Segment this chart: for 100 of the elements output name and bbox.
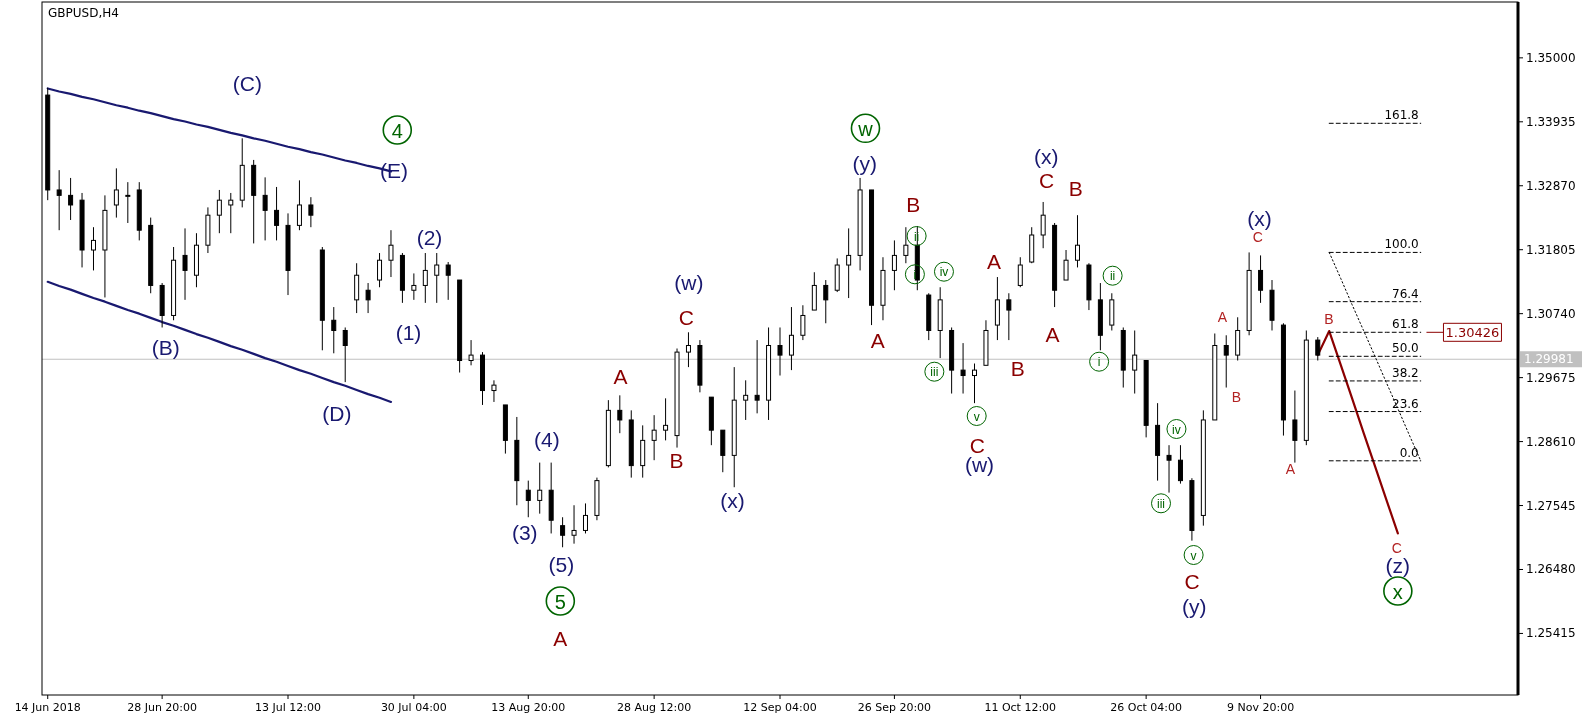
candlestick xyxy=(743,379,749,421)
candlestick xyxy=(1006,292,1012,341)
series-label: 161.8 xyxy=(1384,108,1419,123)
annotation: (x) xyxy=(720,488,745,512)
x-tick-label: 12 Sep 04:00 xyxy=(743,701,817,714)
y-tick-label: 1.28610 xyxy=(1526,434,1576,449)
annotation: 1.30426 xyxy=(1445,324,1500,340)
candlestick xyxy=(445,261,451,301)
candlestick xyxy=(537,462,543,515)
y-tick-label: 1.35000 xyxy=(1526,50,1576,65)
series-label: 0.0 xyxy=(1399,445,1419,460)
x-tick-label: 11 Oct 12:00 xyxy=(984,701,1057,714)
series-label: 23.6 xyxy=(1392,396,1419,411)
candlestick xyxy=(560,516,566,548)
candlestick xyxy=(788,306,794,371)
candlestick xyxy=(1258,254,1264,304)
annotation: (y) xyxy=(852,151,878,175)
line-series xyxy=(46,280,393,404)
x-tick-label: 28 Aug 12:00 xyxy=(617,701,692,714)
candlestick xyxy=(1177,444,1183,485)
candlestick xyxy=(216,189,222,234)
candlestick xyxy=(274,186,280,241)
annotation: ii xyxy=(913,229,920,244)
y-tick-label: 1.32870 xyxy=(1526,178,1576,193)
candlestick xyxy=(388,229,394,278)
candlestick xyxy=(1063,249,1069,281)
annotation: (C) xyxy=(232,71,262,95)
candlestick xyxy=(617,394,623,434)
candlestick xyxy=(422,252,428,304)
x-tick-label: 30 Jul 04:00 xyxy=(380,701,447,714)
candlestick xyxy=(113,167,119,219)
y-tick-label: 1.27545 xyxy=(1526,498,1576,513)
annotation: B xyxy=(1068,176,1083,200)
annotation: iii xyxy=(1157,496,1166,511)
x-tick-label: 9 Nov 20:00 xyxy=(1226,701,1295,714)
annotation: 5 xyxy=(554,591,566,613)
chart-title: GBPUSD,H4 xyxy=(48,6,119,20)
annotation: A xyxy=(1045,322,1060,346)
y-tick-label: 1.25415 xyxy=(1526,626,1576,641)
annotation: (B) xyxy=(151,336,180,360)
annotation: A xyxy=(613,364,628,388)
series-label: 100.0 xyxy=(1384,237,1419,252)
x-tick-label: 13 Jul 12:00 xyxy=(255,701,321,714)
candlestick xyxy=(571,504,577,545)
candlestick xyxy=(663,397,669,441)
annotation: i xyxy=(913,267,917,282)
series-label: 50.0 xyxy=(1392,341,1419,356)
candlestick xyxy=(182,227,188,301)
annotation: (5) xyxy=(548,552,575,576)
series-label: 38.2 xyxy=(1392,365,1419,380)
annotation: (x) xyxy=(1034,144,1059,168)
annotation: (D) xyxy=(322,401,352,425)
annotation: iv xyxy=(939,265,949,280)
candlestick xyxy=(1292,390,1298,464)
candlestick xyxy=(56,169,62,231)
annotation: A xyxy=(553,626,568,650)
annotation: v xyxy=(973,409,980,424)
annotation: (1) xyxy=(395,320,422,344)
candlestick xyxy=(296,179,302,231)
y-tick-label: 1.30740 xyxy=(1526,306,1576,321)
candlestick xyxy=(891,239,897,291)
candlestick xyxy=(1040,201,1046,249)
candlestick xyxy=(777,326,783,377)
candlestick xyxy=(125,181,131,224)
candlestick xyxy=(582,502,588,534)
candlestick xyxy=(1074,214,1080,268)
annotation: x xyxy=(1392,581,1403,603)
annotation: (4) xyxy=(533,427,560,451)
candlestick xyxy=(754,339,760,414)
candlestick xyxy=(411,272,417,301)
annotation: (3) xyxy=(511,520,538,544)
candlestick xyxy=(68,177,74,221)
y-tick-label: 1.29675 xyxy=(1526,370,1576,385)
candlestick xyxy=(651,414,657,461)
annotation: (y) xyxy=(1181,595,1207,619)
series-label: 76.4 xyxy=(1392,286,1419,301)
candlestick xyxy=(1315,336,1321,362)
candlestick xyxy=(846,227,852,299)
x-tick-label: 14 Jun 2018 xyxy=(14,701,81,714)
annotation: i xyxy=(1097,355,1101,370)
candlestick xyxy=(468,339,474,366)
candlestick xyxy=(685,331,691,368)
series-label: 61.8 xyxy=(1392,317,1419,332)
candlestick xyxy=(960,342,966,395)
candlestick xyxy=(1132,329,1138,395)
annotation: B xyxy=(669,448,684,472)
x-tick-label: 13 Aug 20:00 xyxy=(491,701,566,714)
y-tick-label: 1.33935 xyxy=(1526,114,1576,129)
candlestick xyxy=(342,326,348,383)
annotation: iv xyxy=(1172,422,1181,437)
candlestick xyxy=(228,192,234,234)
candlestick xyxy=(903,226,909,264)
candlestick xyxy=(1017,256,1023,288)
candlestick xyxy=(525,480,531,518)
candlestick xyxy=(377,252,383,288)
y-tick-label: 1.31805 xyxy=(1526,242,1576,257)
annotation: 4 xyxy=(391,120,403,142)
y-tick-label: 1.26480 xyxy=(1526,562,1576,577)
annotation: B xyxy=(906,192,921,216)
annotation: A xyxy=(987,250,1002,274)
